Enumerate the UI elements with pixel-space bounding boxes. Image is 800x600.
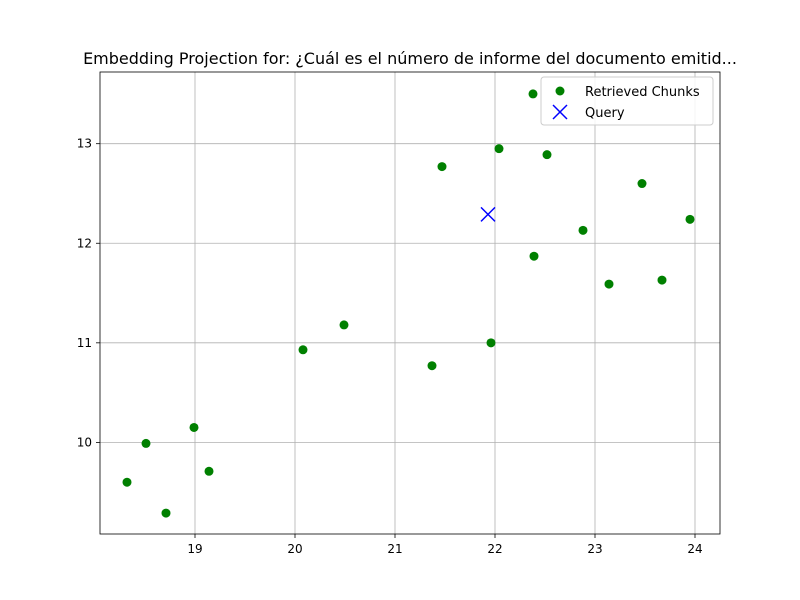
retrieved-chunk-point xyxy=(427,361,437,371)
retrieved-chunk-point xyxy=(685,214,695,224)
retrieved-chunk-point xyxy=(204,466,214,476)
retrieved-chunk-point xyxy=(637,179,647,189)
chart-title: Embedding Projection for: ¿Cuál es el nú… xyxy=(83,49,737,68)
query-point-stroke xyxy=(480,206,496,222)
retrieved-chunk-point xyxy=(437,162,447,172)
retrieved-chunk-point xyxy=(141,438,151,448)
retrieved-chunk-point xyxy=(604,279,614,289)
legend-box xyxy=(540,76,714,126)
x-tick-label: 23 xyxy=(587,542,602,556)
retrieved-chunk-point xyxy=(494,144,504,154)
x-tick-label: 20 xyxy=(287,542,302,556)
retrieved-chunk-point xyxy=(657,275,667,285)
legend-label: Query xyxy=(585,106,625,121)
plot-frame xyxy=(99,71,721,535)
retrieved-chunk-point xyxy=(486,338,496,348)
retrieved-chunk-point xyxy=(578,225,588,235)
retrieved-chunk-point xyxy=(339,320,349,330)
retrieved-chunk-point xyxy=(542,150,552,160)
y-tick-label: 12 xyxy=(77,236,92,250)
x-tick-label: 19 xyxy=(187,542,202,556)
retrieved-chunk-point xyxy=(529,251,539,261)
retrieved-chunk-point xyxy=(189,422,199,432)
retrieved-chunk-point xyxy=(528,89,538,99)
legend-retrieved-marker xyxy=(555,86,565,96)
retrieved-chunk-point xyxy=(298,345,308,355)
axes: 19 20 21 22 23 24 10 11 12 13 xyxy=(77,71,721,556)
legend-query-marker xyxy=(552,104,568,120)
retrieved-chunk-point xyxy=(122,477,132,487)
legend-marker-stroke xyxy=(552,104,568,120)
y-tick-label: 13 xyxy=(77,137,92,151)
x-tick-label: 22 xyxy=(487,542,502,556)
data-points xyxy=(122,89,695,518)
grid xyxy=(100,72,720,534)
query-point xyxy=(480,206,496,222)
legend-label: Retrieved Chunks xyxy=(585,85,700,100)
retrieved-chunk-point xyxy=(161,508,171,518)
legend: Retrieved Chunks Query xyxy=(540,76,714,126)
x-tick-label: 24 xyxy=(687,542,702,556)
y-tick-label: 11 xyxy=(77,336,92,350)
x-tick-label: 21 xyxy=(387,542,402,556)
y-tick-label: 10 xyxy=(77,435,92,449)
